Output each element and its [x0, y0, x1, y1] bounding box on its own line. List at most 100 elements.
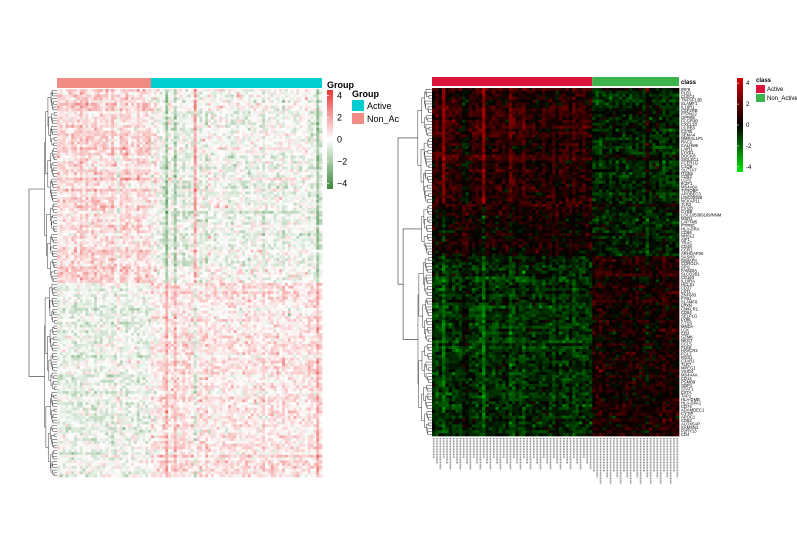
- heatmap-cell: [105, 180, 108, 183]
- heatmap-cell: [131, 225, 134, 228]
- heatmap-cell: [100, 175, 103, 178]
- heatmap-cell: [211, 219, 214, 222]
- heatmap-cell: [154, 228, 157, 231]
- heatmap-cell: [57, 178, 60, 181]
- heatmap-cell: [188, 189, 191, 192]
- heatmap-cell: [237, 211, 240, 214]
- heatmap-cell: [199, 169, 202, 172]
- heatmap-cell: [97, 197, 100, 200]
- heatmap-cell: [231, 139, 234, 142]
- heatmap-cell: [120, 167, 123, 170]
- heatmap-cell: [245, 139, 248, 142]
- heatmap-cell: [108, 122, 111, 125]
- heatmap-cell: [262, 197, 265, 200]
- group-bar-segment-active: [151, 78, 322, 88]
- heatmap-cell: [231, 144, 234, 147]
- heatmap-cell: [117, 103, 120, 106]
- heatmap-cell: [171, 125, 174, 128]
- heatmap-cell: [208, 133, 211, 136]
- heatmap-cell: [251, 205, 254, 208]
- heatmap-cell: [165, 200, 168, 203]
- heatmap-cell: [208, 131, 211, 134]
- heatmap-cell: [194, 186, 197, 189]
- heatmap-cell: [134, 208, 137, 211]
- heatmap-cell: [234, 203, 237, 206]
- heatmap-cell: [234, 208, 237, 211]
- heatmap-cell: [171, 136, 174, 139]
- heatmap-cell: [262, 186, 265, 189]
- heatmap-cell: [74, 233, 77, 236]
- heatmap-cell: [194, 139, 197, 142]
- dendrogram-branch: [53, 304, 57, 307]
- heatmap-cell: [265, 222, 268, 225]
- heatmap-cell: [185, 100, 188, 103]
- heatmap-cell: [279, 92, 282, 95]
- heatmap-cell: [168, 222, 171, 225]
- heatmap-cell: [185, 219, 188, 222]
- heatmap-cell: [302, 111, 305, 114]
- heatmap-cell: [74, 178, 77, 181]
- heatmap-cell: [248, 197, 251, 200]
- heatmap-cell: [305, 208, 308, 211]
- heatmap-cell: [66, 169, 69, 172]
- heatmap-cell: [251, 216, 254, 219]
- heatmap-cell: [100, 230, 103, 233]
- heatmap-cell: [311, 128, 314, 131]
- heatmap-cell: [208, 219, 211, 222]
- heatmap-cell: [219, 131, 222, 134]
- heatmap-cell: [308, 147, 311, 150]
- heatmap-cell: [194, 178, 197, 181]
- heatmap-cell: [68, 189, 71, 192]
- heatmap-cell: [145, 172, 148, 175]
- heatmap-cell: [302, 106, 305, 109]
- heatmap-cell: [57, 219, 60, 222]
- heatmap-cell: [211, 175, 214, 178]
- heatmap-cell: [248, 89, 251, 92]
- heatmap-cell: [83, 192, 86, 195]
- heatmap-cell: [148, 133, 151, 136]
- heatmap-cell: [134, 103, 137, 106]
- heatmap-cell: [228, 178, 231, 181]
- heatmap-cell: [294, 92, 297, 95]
- heatmap-cell: [83, 222, 86, 225]
- heatmap-cell: [262, 189, 265, 192]
- heatmap-cell: [157, 203, 160, 206]
- heatmap-cell: [248, 131, 251, 134]
- heatmap-cell: [180, 156, 183, 159]
- heatmap-cell: [154, 144, 157, 147]
- heatmap-cell: [177, 189, 180, 192]
- heatmap-cell: [302, 156, 305, 159]
- heatmap-cell: [276, 194, 279, 197]
- heatmap-cell: [140, 216, 143, 219]
- heatmap-cell: [245, 169, 248, 172]
- heatmap-cell: [168, 92, 171, 95]
- heatmap-cell: [105, 139, 108, 142]
- heatmap-cell: [114, 183, 117, 186]
- heatmap-cell: [88, 172, 91, 175]
- heatmap-cell: [162, 128, 165, 131]
- heatmap-cell: [316, 172, 319, 175]
- heatmap-cell: [83, 169, 86, 172]
- heatmap-cell: [120, 122, 123, 125]
- heatmap-cell: [100, 106, 103, 109]
- heatmap-cell: [171, 230, 174, 233]
- heatmap-cell: [248, 103, 251, 106]
- heatmap-cell: [85, 200, 88, 203]
- heatmap-cell: [211, 172, 214, 175]
- heatmap-cell: [311, 147, 314, 150]
- heatmap-cell: [294, 161, 297, 164]
- heatmap-cell: [85, 230, 88, 233]
- heatmap-cell: [77, 117, 80, 120]
- heatmap-cell: [202, 119, 205, 122]
- heatmap-cell: [60, 233, 63, 236]
- heatmap-cell: [125, 230, 128, 233]
- heatmap-cell: [319, 92, 322, 95]
- heatmap-cell: [222, 200, 225, 203]
- heatmap-cell: [308, 156, 311, 159]
- heatmap-cell: [177, 128, 180, 131]
- heatmap-cell: [311, 111, 314, 114]
- heatmap-cell: [194, 169, 197, 172]
- heatmap-cell: [274, 103, 277, 106]
- heatmap-cell: [180, 183, 183, 186]
- dendrogram-branch: [53, 174, 57, 177]
